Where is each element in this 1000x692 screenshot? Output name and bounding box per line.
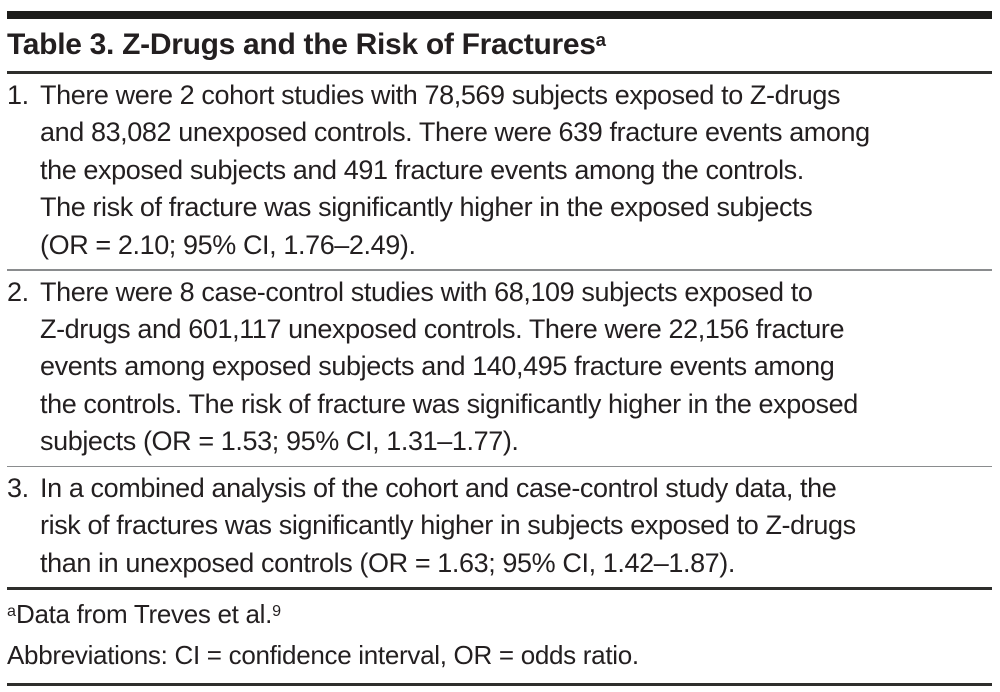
table-figure: Table 3. Z-Drugs and the Risk of Fractur… (7, 0, 992, 687)
item-line: subjects (OR = 1.53; 95% CI, 1.31–1.77). (40, 426, 519, 457)
item-separator-rule (7, 465, 992, 468)
item-number: 2. (7, 276, 29, 307)
item-line: (OR = 2.10; 95% CI, 1.76–2.49). (40, 229, 416, 260)
item-line: and 83,082 unexposed controls. There wer… (40, 117, 870, 148)
item-line: Z-drugs and 601,117 unexposed controls. … (40, 313, 845, 344)
bottom-border-rule (7, 683, 992, 687)
item-separator-rule (7, 269, 992, 271)
finding-item-1: 1. There were 2 cohort studies with 78,5… (7, 74, 992, 269)
footnote-divider-rule (7, 587, 992, 591)
table-title-text: Table 3. Z-Drugs and the Risk of Fractur… (7, 28, 596, 61)
footnotes: aData from Treves et al.9 Abbreviations:… (7, 590, 992, 674)
item-line: the exposed subjects and 491 fracture ev… (40, 154, 804, 185)
title-divider-rule (7, 71, 992, 74)
table-title: Table 3. Z-Drugs and the Risk of Fractur… (7, 25, 992, 68)
footnote-source: aData from Treves et al.9 (7, 596, 992, 637)
finding-item-2: 2. There were 8 case-control studies wit… (7, 271, 992, 466)
table-title-superscript: a (595, 28, 606, 50)
item-line: the controls. The risk of fracture was s… (40, 388, 858, 419)
item-line: The risk of fracture was significantly h… (40, 192, 813, 223)
item-line: There were 8 case-control studies with 6… (40, 276, 813, 307)
item-number: 1. (7, 80, 29, 110)
item-line: In a combined analysis of the cohort and… (40, 473, 837, 504)
footnote-source-superscript: a (7, 602, 16, 621)
item-line: than in unexposed controls (OR = 1.63; 9… (40, 547, 735, 578)
finding-item-3: 3. In a combined analysis of the cohort … (7, 467, 992, 587)
item-line: There were 2 cohort studies with 78,569 … (40, 80, 841, 110)
item-line: risk of fractures was significantly high… (40, 510, 856, 541)
footnote-source-text: Data from Treves et al. (15, 599, 273, 630)
footnote-abbreviations: Abbreviations: CI = confidence interval,… (7, 640, 639, 671)
top-border-bar (7, 11, 992, 19)
item-number: 3. (7, 473, 29, 504)
footnote-reference-superscript: 9 (272, 602, 282, 621)
item-line: events among exposed subjects and 140,49… (40, 351, 835, 382)
